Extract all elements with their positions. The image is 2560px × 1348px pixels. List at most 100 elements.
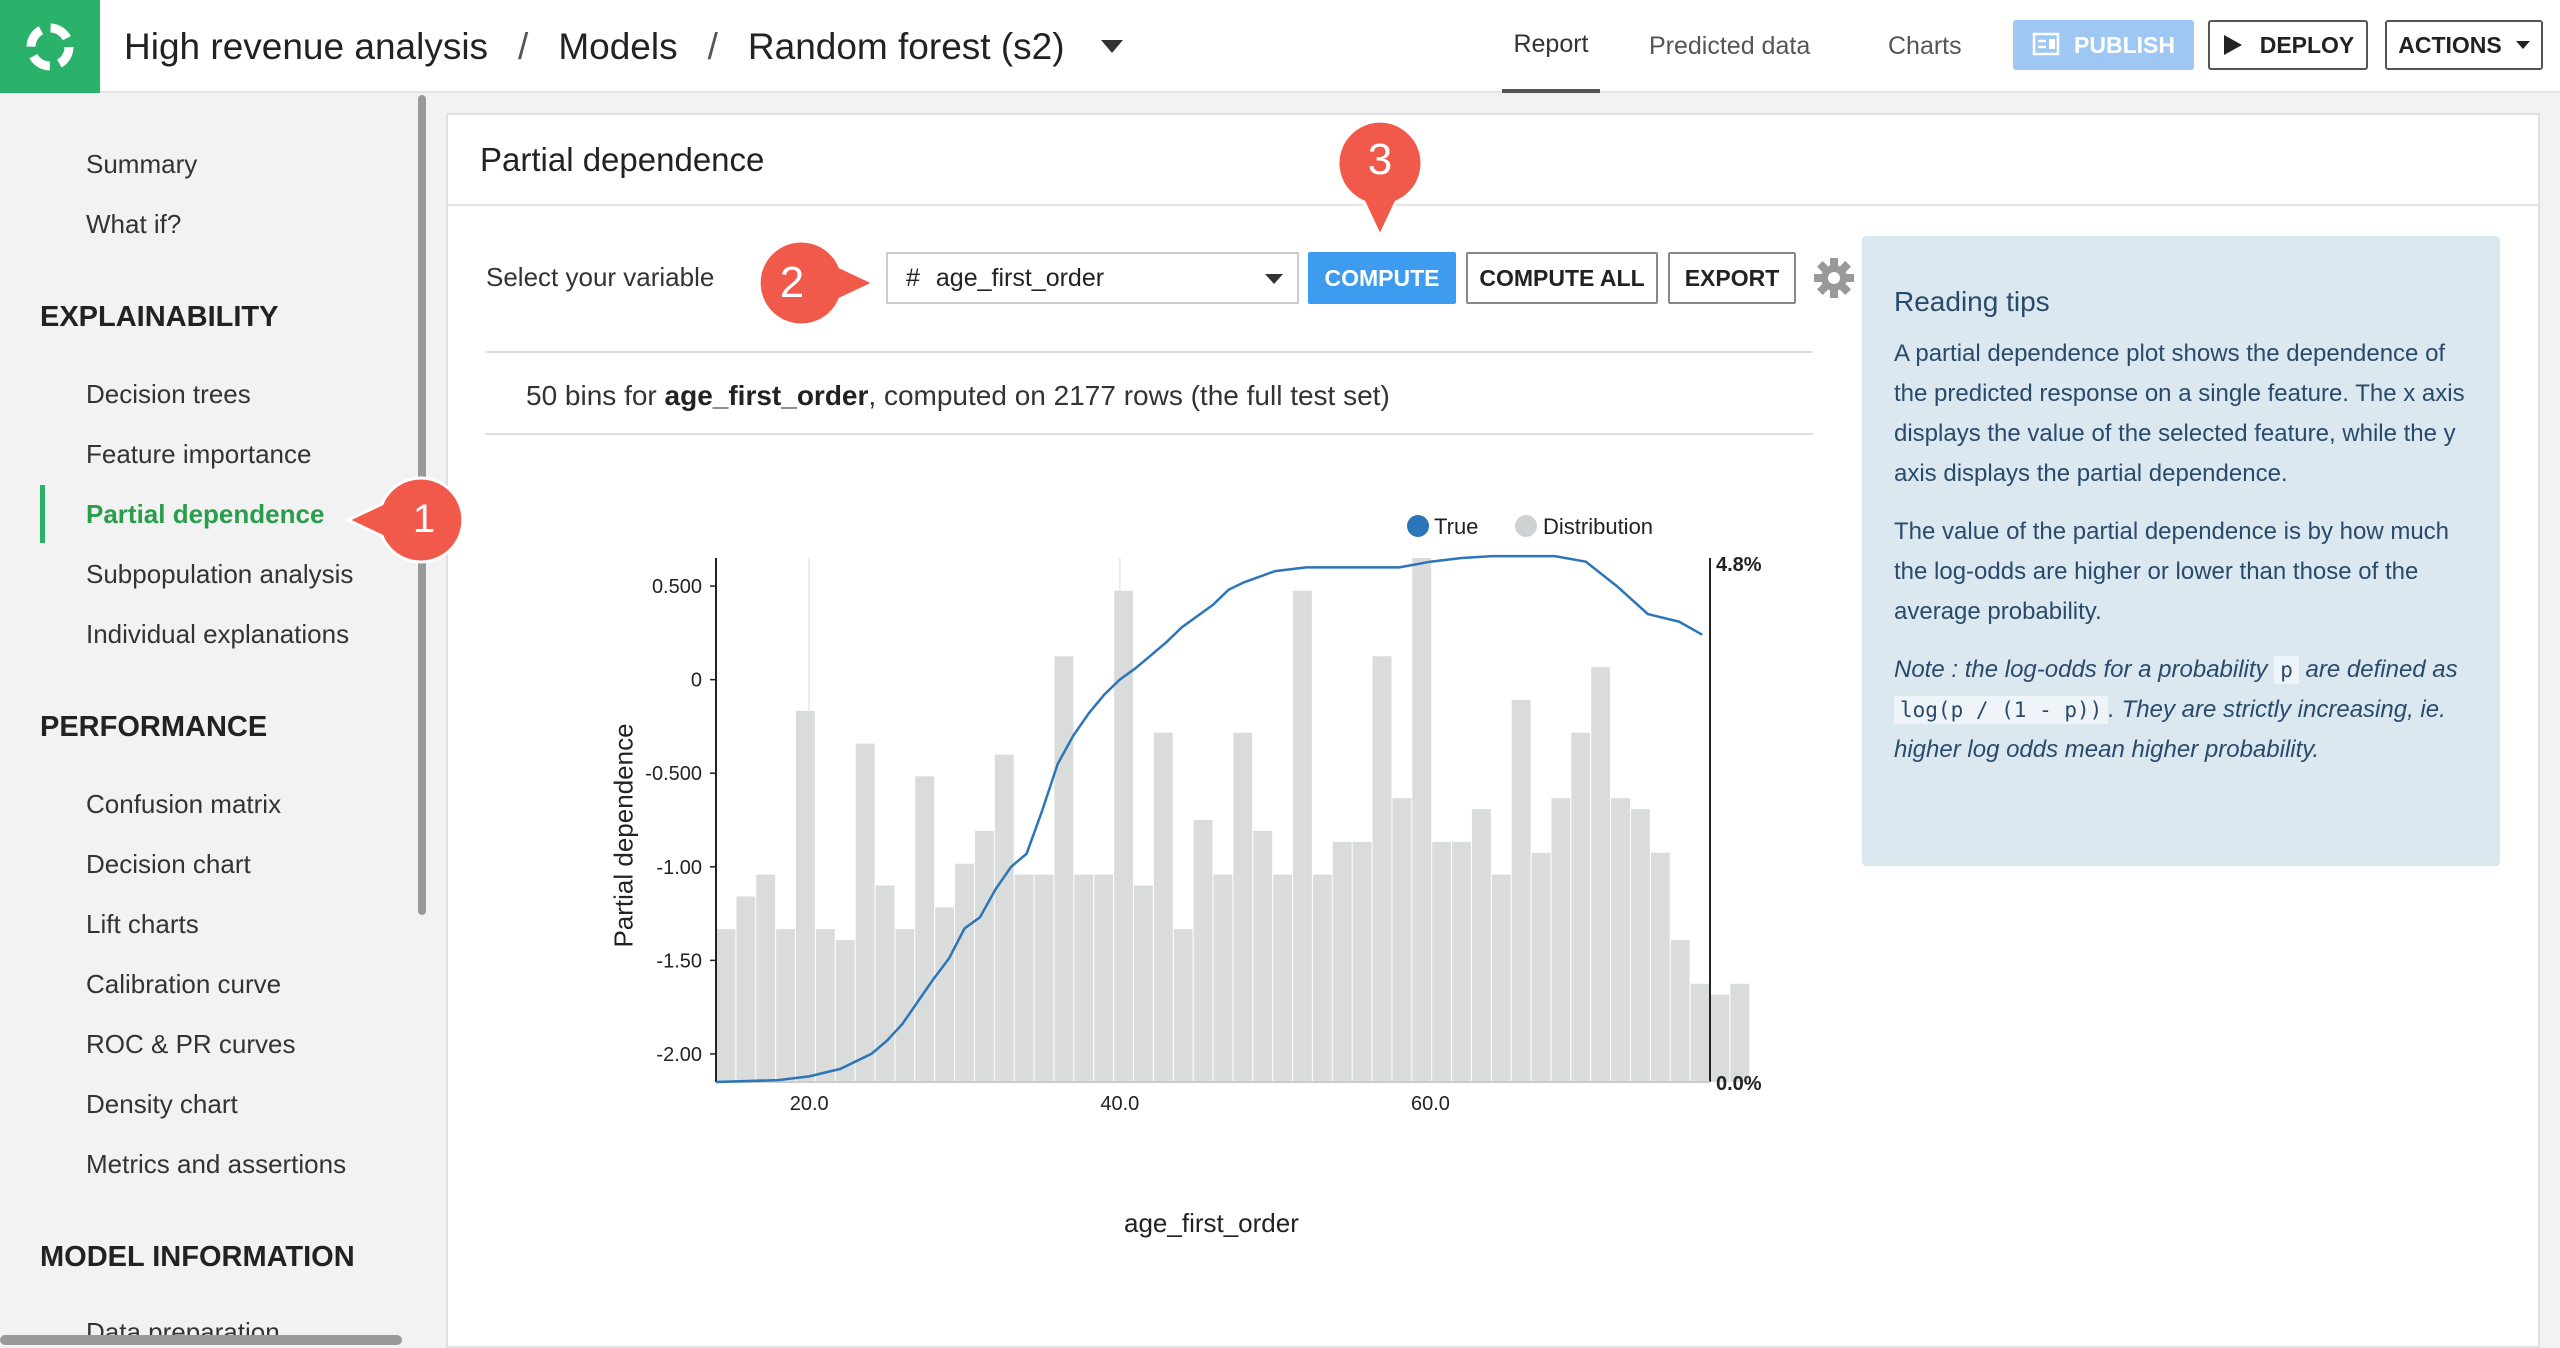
sidebar-item-density-chart[interactable]: Density chart [86, 1089, 238, 1119]
tips-note-mid2: . They are strictly increasing, ie. high… [1894, 696, 2446, 763]
callout-1: 1 [344, 476, 465, 564]
y-tick-label: 0.500 [652, 576, 702, 598]
tab-report[interactable]: Report [1502, 0, 1600, 93]
sidebar-item-decision-chart[interactable]: Decision chart [86, 849, 251, 879]
bins-summary: 50 bins for age_first_order, computed on… [526, 380, 1390, 412]
sidebar-item-subpopulation-analysis[interactable]: Subpopulation analysis [86, 559, 354, 589]
distribution-bar [1054, 656, 1074, 1082]
distribution-bar [1034, 874, 1054, 1082]
distribution-bar [1253, 830, 1273, 1082]
distribution-bar [855, 743, 875, 1082]
distribution-bar [835, 940, 855, 1082]
distribution-bar [1293, 590, 1312, 1082]
callout-2: 2 [757, 239, 878, 327]
sidebar-item-decision-trees[interactable]: Decision trees [86, 379, 251, 409]
y-tick-label: -1.00 [656, 857, 702, 879]
sidebar-item-what-if[interactable]: What if? [86, 209, 182, 239]
settings-gear-icon[interactable] [1812, 256, 1856, 305]
sidebar-item-partial-dependence[interactable]: Partial dependence [86, 499, 325, 529]
publish-button[interactable]: PUBLISH [2013, 20, 2194, 70]
legend: True Distribution [1407, 514, 1653, 539]
y-tick-label: 0 [691, 670, 702, 692]
distribution-bar [895, 929, 915, 1082]
distribution-bar [1372, 656, 1392, 1082]
compute-all-button[interactable]: COMPUTE ALL [1466, 252, 1658, 304]
section-heading-performance: PERFORMANCE [40, 711, 268, 743]
numeric-type-icon: # [906, 263, 920, 292]
breadcrumb-models[interactable]: Models [558, 25, 678, 67]
distribution-bar [1173, 929, 1193, 1082]
variable-label: Select your variable [486, 262, 715, 292]
distribution-bar [1551, 798, 1571, 1082]
x-axis-label: age_first_order [1124, 1208, 1299, 1238]
distribution-bar [1531, 852, 1551, 1082]
app-logo[interactable] [0, 0, 100, 93]
legend-marker-distribution [1515, 515, 1537, 537]
bins-prefix: 50 bins for [526, 380, 665, 411]
breadcrumb: High revenue analysis / Models / Random … [124, 0, 1123, 93]
divider [485, 433, 1813, 435]
sidebar-item-individual-explanations[interactable]: Individual explanations [86, 619, 350, 649]
legend-marker-true [1407, 515, 1429, 537]
tips-note: Note : the log-odds for a probability p … [1894, 650, 2478, 770]
export-button[interactable]: EXPORT [1668, 252, 1796, 304]
distribution-bar [1511, 699, 1531, 1082]
y-tick-label: -1.50 [656, 950, 702, 972]
tips-note-formula: log(p / (1 - p)) [1894, 696, 2109, 724]
chevron-down-icon [1265, 274, 1283, 284]
distribution-bar [1273, 874, 1293, 1082]
sidebar-item-summary[interactable]: Summary [86, 149, 198, 179]
x-tick-label: 20.0 [790, 1093, 829, 1115]
partial-dependence-chart: 0.500 0 -0.500 -1.00 -1.50 -2.00 20.0 40.0 60.0 4… [645, 514, 1762, 1115]
tips-note-p: p [2274, 656, 2299, 684]
distribution-bar [1690, 983, 1710, 1082]
distribution-bar [1710, 994, 1730, 1082]
panel-title: Partial dependence [480, 141, 765, 178]
breadcrumb-project[interactable]: High revenue analysis [124, 25, 489, 67]
sidebar-item-confusion-matrix[interactable]: Confusion matrix [86, 789, 282, 819]
distribution-bar [1591, 667, 1611, 1082]
model-dropdown-icon[interactable] [1100, 40, 1123, 53]
tips-title: Reading tips [1894, 286, 2050, 317]
section-heading-model-information: MODEL INFORMATION [40, 1241, 355, 1273]
deploy-button[interactable]: DEPLOY [2208, 20, 2368, 70]
distribution-bar [1630, 809, 1650, 1082]
distribution-bar [1312, 874, 1332, 1082]
bins-suffix: , computed on 2177 rows (the full test s… [868, 380, 1390, 411]
tab-predicted-data[interactable]: Predicted data [1649, 32, 1811, 60]
tab-charts[interactable]: Charts [1888, 32, 1962, 60]
sidebar-item-data-preparation[interactable]: Data preparation [86, 1317, 280, 1339]
callout-1-number: 1 [413, 497, 435, 541]
tips-note-prefix: Note : the log-odds for a probability [1894, 656, 2275, 683]
distribution-bar [974, 830, 994, 1082]
distribution-bar [1571, 732, 1591, 1082]
distribution-bar [1491, 874, 1511, 1082]
distribution-bar [1452, 841, 1471, 1082]
sidebar-item-roc-pr-curves[interactable]: ROC & PR curves [86, 1029, 296, 1059]
distribution-bar [1412, 558, 1432, 1082]
deploy-label: DEPLOY [2259, 31, 2355, 58]
publish-label: PUBLISH [2074, 31, 2175, 58]
sidebar-item-metrics-assertions[interactable]: Metrics and assertions [86, 1149, 347, 1179]
sidebar-horizontal-scrollbar[interactable] [0, 1335, 402, 1345]
y-tick-label: -2.00 [656, 1044, 702, 1066]
distribution-bar [1094, 874, 1114, 1082]
sidebar-item-lift-charts[interactable]: Lift charts [86, 909, 199, 939]
actions-button[interactable]: ACTIONS [2385, 20, 2543, 70]
y-axis-label: Partial dependence [608, 723, 639, 948]
distribution-bar [1193, 820, 1213, 1082]
sidebar-item-calibration-curve[interactable]: Calibration curve [86, 969, 282, 999]
distribution-bar [1213, 874, 1233, 1082]
distribution-bar [994, 754, 1014, 1082]
reading-tips-box: Reading tips A partial dependence plot s… [1862, 236, 2500, 866]
variable-select[interactable]: # age_first_order [886, 252, 1299, 304]
distribution-bar [776, 929, 796, 1082]
callout-3: 3 [1336, 119, 1424, 240]
breadcrumb-model[interactable]: Random forest (s2) [747, 25, 1065, 67]
y2-tick-label: 4.8% [1716, 554, 1762, 576]
compute-button[interactable]: COMPUTE [1308, 252, 1456, 304]
distribution-bar [1730, 983, 1750, 1082]
distribution-bar [736, 896, 756, 1082]
distribution-bar [1233, 732, 1253, 1082]
sidebar-item-feature-importance[interactable]: Feature importance [86, 439, 312, 469]
